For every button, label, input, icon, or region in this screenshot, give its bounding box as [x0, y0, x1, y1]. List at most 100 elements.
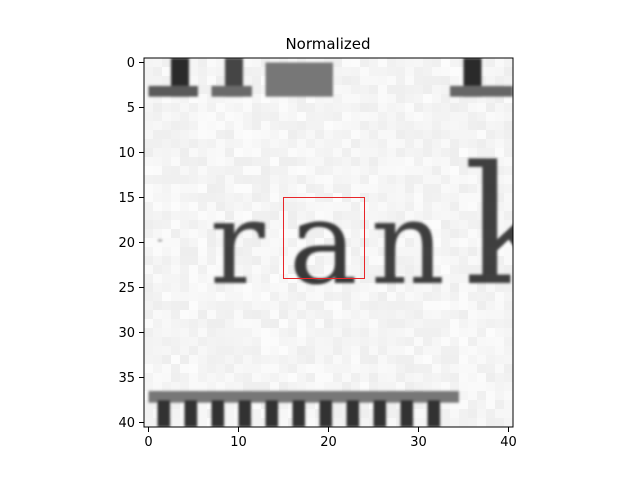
- heatmap-cell: [360, 175, 370, 185]
- heatmap-cell: [189, 292, 199, 302]
- heatmap-cell: [153, 157, 163, 167]
- heatmap-cell: [261, 364, 271, 374]
- heatmap-cell: [414, 364, 424, 374]
- heatmap-cell: [189, 76, 199, 86]
- heatmap-cell: [495, 184, 505, 194]
- heatmap-cell: [459, 301, 469, 311]
- heatmap-cell: [315, 382, 325, 392]
- heatmap-cell: [189, 328, 199, 338]
- heatmap-cell: [324, 130, 334, 140]
- heatmap-cell: [423, 112, 433, 122]
- heatmap-cell: [324, 337, 334, 347]
- heatmap-cell: [504, 103, 513, 113]
- heatmap-cell: [396, 67, 406, 77]
- heatmap-cell: [324, 346, 334, 356]
- heatmap-cell: [261, 247, 271, 257]
- heatmap-cell: [279, 157, 289, 167]
- heatmap-cell: [261, 193, 271, 203]
- heatmap-cell: [189, 274, 199, 284]
- heatmap-cell: [234, 157, 244, 167]
- heatmap-cell: [288, 148, 298, 158]
- glyph-a: a: [289, 177, 358, 311]
- heatmap-cell: [504, 166, 513, 176]
- heatmap-cell: [198, 112, 208, 122]
- heatmap-cell: [153, 337, 163, 347]
- heatmap-cell: [504, 121, 513, 131]
- heatmap-cell: [396, 166, 406, 176]
- heatmap-cell: [234, 337, 244, 347]
- heatmap-cell: [162, 67, 172, 77]
- heatmap-cell: [243, 103, 253, 113]
- heatmap-cell: [279, 310, 289, 320]
- heatmap-cell: [495, 175, 505, 185]
- heatmap-cell: [495, 76, 505, 86]
- heatmap-cell: [450, 202, 460, 212]
- heatmap-cell: [216, 166, 226, 176]
- heatmap-cell: [144, 310, 154, 320]
- heatmap-cell: [270, 121, 280, 131]
- heatmap-cell: [153, 283, 163, 293]
- heatmap-cell: [414, 265, 424, 275]
- heatmap-cell: [234, 247, 244, 257]
- heatmap-cell: [216, 76, 226, 86]
- heatmap-cell: [189, 319, 199, 329]
- heatmap-cell: [162, 76, 172, 86]
- heatmap-cell: [243, 247, 253, 257]
- heatmap-cell: [378, 319, 388, 329]
- heatmap-cell: [171, 202, 181, 212]
- heatmap-cell: [396, 58, 406, 68]
- heatmap-cell: [153, 211, 163, 221]
- heatmap-cell: [144, 337, 154, 347]
- heatmap-cell: [225, 292, 235, 302]
- heatmap-cell: [225, 121, 235, 131]
- heatmap-cell: [441, 121, 451, 131]
- ink-stroke: [238, 400, 252, 427]
- heatmap-cell: [234, 175, 244, 185]
- x-axis: 0 10 20 30 40: [144, 427, 517, 450]
- heatmap-cell: [153, 184, 163, 194]
- heatmap-cell: [477, 346, 487, 356]
- heatmap-cell: [486, 274, 496, 284]
- heatmap-cell: [369, 220, 379, 230]
- heatmap-cell: [234, 121, 244, 131]
- heatmap-cell: [270, 94, 280, 104]
- heatmap-cell: [144, 193, 154, 203]
- heatmap-cell: [297, 238, 307, 248]
- heatmap-cell: [261, 283, 271, 293]
- heatmap-cell: [477, 58, 487, 68]
- heatmap-cell: [486, 175, 496, 185]
- heatmap-cell: [387, 76, 397, 86]
- heatmap-cell: [270, 130, 280, 140]
- heatmap-cell: [324, 175, 334, 185]
- heatmap-cell: [297, 346, 307, 356]
- heatmap-cell: [162, 247, 172, 257]
- heatmap-cell: [243, 157, 253, 167]
- heatmap-cell: [450, 265, 460, 275]
- heatmap-cell: [459, 346, 469, 356]
- heatmap-cell: [441, 202, 451, 212]
- heatmap-cell: [270, 292, 280, 302]
- heatmap-cell: [441, 283, 451, 293]
- heatmap-cell: [297, 112, 307, 122]
- heatmap-cell: [441, 247, 451, 257]
- heatmap-cell: [396, 355, 406, 365]
- heatmap-cell: [162, 220, 172, 230]
- heatmap-cell: [495, 319, 505, 329]
- heatmap-cell: [216, 139, 226, 149]
- heatmap-cell: [333, 355, 343, 365]
- ink-stroke: [184, 400, 198, 427]
- heatmap-cell: [288, 202, 298, 212]
- heatmap-cell: [432, 94, 442, 104]
- heatmap-cell: [396, 193, 406, 203]
- heatmap-cell: [153, 175, 163, 185]
- heatmap-cell: [396, 148, 406, 158]
- heatmap-cell: [252, 337, 262, 347]
- heatmap-cell: [279, 418, 289, 427]
- heatmap-cell: [180, 373, 190, 383]
- heatmap-cell: [495, 112, 505, 122]
- heatmap-cell: [189, 130, 199, 140]
- heatmap-cell: [477, 328, 487, 338]
- heatmap-cell: [468, 301, 478, 311]
- heatmap-cell: [495, 58, 505, 68]
